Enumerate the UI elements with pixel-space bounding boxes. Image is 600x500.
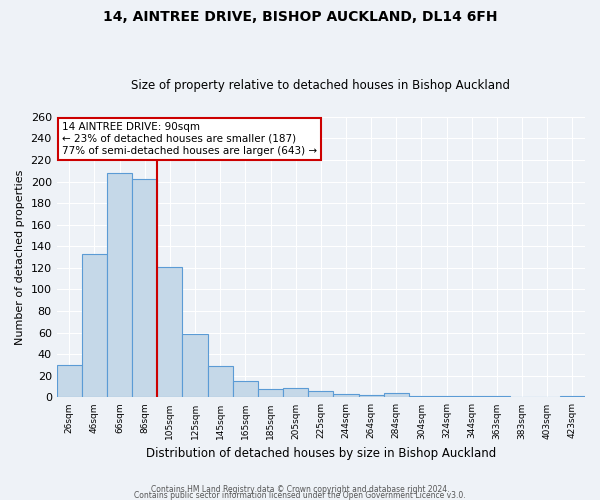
Bar — [107, 173, 132, 398]
Bar — [182, 334, 208, 398]
Bar — [283, 388, 308, 398]
Title: Size of property relative to detached houses in Bishop Auckland: Size of property relative to detached ho… — [131, 79, 511, 92]
Text: 14 AINTREE DRIVE: 90sqm
← 23% of detached houses are smaller (187)
77% of semi-d: 14 AINTREE DRIVE: 90sqm ← 23% of detache… — [62, 122, 317, 156]
Text: Contains public sector information licensed under the Open Government Licence v3: Contains public sector information licen… — [134, 491, 466, 500]
Text: 14, AINTREE DRIVE, BISHOP AUCKLAND, DL14 6FH: 14, AINTREE DRIVE, BISHOP AUCKLAND, DL14… — [103, 10, 497, 24]
Bar — [308, 391, 334, 398]
Text: Contains HM Land Registry data © Crown copyright and database right 2024.: Contains HM Land Registry data © Crown c… — [151, 484, 449, 494]
X-axis label: Distribution of detached houses by size in Bishop Auckland: Distribution of detached houses by size … — [146, 447, 496, 460]
Bar — [484, 396, 509, 398]
Bar — [384, 393, 409, 398]
Bar — [157, 267, 182, 398]
Y-axis label: Number of detached properties: Number of detached properties — [15, 170, 25, 345]
Bar — [56, 365, 82, 398]
Bar — [208, 366, 233, 398]
Bar — [132, 180, 157, 398]
Bar — [409, 396, 434, 398]
Bar — [258, 389, 283, 398]
Bar — [434, 396, 459, 398]
Bar — [459, 396, 484, 398]
Bar — [334, 394, 359, 398]
Bar — [233, 381, 258, 398]
Bar — [560, 396, 585, 398]
Bar — [82, 254, 107, 398]
Bar — [359, 396, 384, 398]
